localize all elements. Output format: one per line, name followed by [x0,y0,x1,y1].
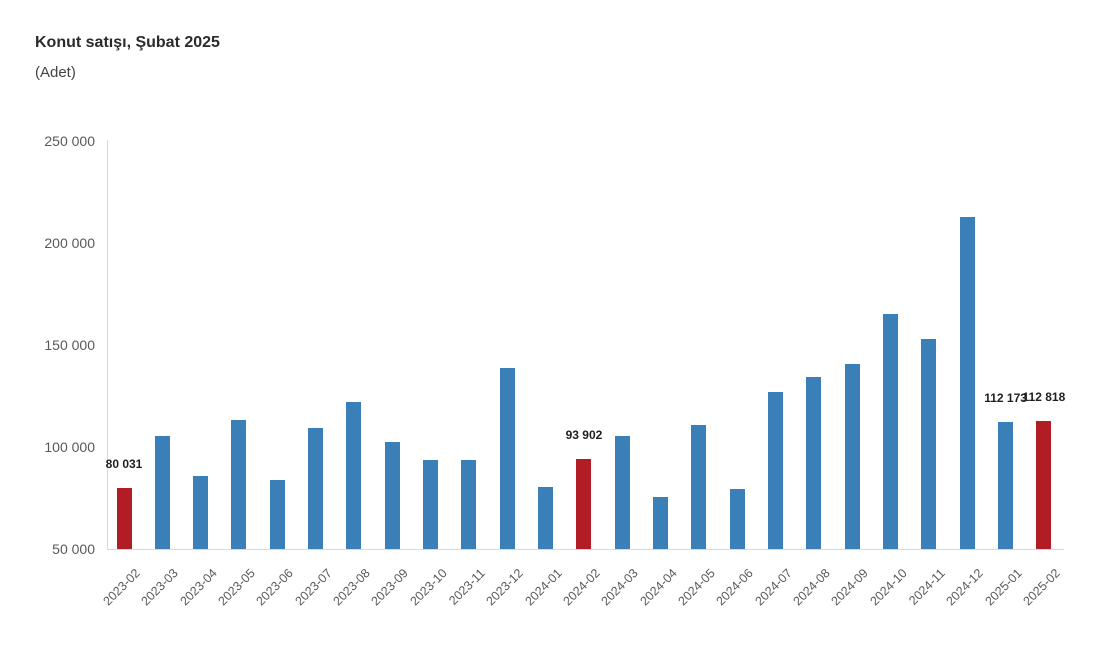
y-axis-tick-label: 100 000 [44,439,95,455]
x-axis-label-2024-08: 2024-08 [790,566,833,609]
x-axis-label-2023-07: 2023-07 [292,566,335,609]
bar-2023-12 [499,368,515,549]
chart-unit-subtitle: (Adet) [35,64,76,81]
x-axis-label-2024-10: 2024-10 [867,566,910,609]
bar-2023-07 [308,427,324,549]
x-axis-label-2023-03: 2023-03 [138,566,182,609]
bar-2024-10 [883,314,899,549]
bar-value-label-2025-01: 112 173 [984,391,1027,406]
x-axis-label-2023-06: 2023-06 [253,566,297,609]
bar-2025-02 [1036,420,1052,549]
bar-2024-04 [653,496,669,549]
bar-2023-03 [154,435,170,549]
bar-2024-02 [576,459,592,549]
bar-2024-12 [959,217,975,549]
x-axis-label-2024-07: 2024-07 [752,566,795,609]
y-axis-tick-label: 150 000 [44,337,95,353]
x-axis-label-2024-06: 2024-06 [713,566,757,609]
bar-2023-11 [461,460,477,549]
y-axis-tick-label: 250 000 [44,133,95,149]
bar-2023-10 [423,459,439,549]
x-axis-label-2024-05: 2024-05 [675,566,718,609]
y-axis-tick-label: 50 000 [52,541,95,557]
bar-2023-06 [269,480,285,549]
x-axis-label-2023-11: 2023-11 [446,566,488,608]
bar-2024-11 [921,339,937,549]
y-axis-tick-label: 200 000 [44,235,95,251]
x-axis-label-2023-12: 2023-12 [483,566,527,609]
bar-value-label-2025-02: 112 818 [1022,389,1066,404]
bar-2023-08 [346,401,362,549]
chart-title: Konut satışı, Şubat 2025 [35,34,220,51]
x-axis-label-2024-11: 2024-11 [906,566,948,608]
x-axis-line [107,549,1064,550]
bar-2024-05 [691,425,707,549]
x-axis-label-2025-02: 2025-02 [1020,566,1063,609]
x-axis-label-2023-09: 2023-09 [368,566,412,609]
x-axis-label-2024-03: 2024-03 [598,566,642,609]
bar-2024-06 [729,489,745,549]
y-axis-line [107,140,108,550]
x-axis-label-2024-09: 2024-09 [828,566,872,609]
x-axis-label-2025-01: 2025-01 [982,566,1025,609]
bar-2024-03 [614,435,630,549]
x-axis-label-2023-02: 2023-02 [100,566,143,609]
bar-2023-02 [116,487,132,549]
bar-value-label-2023-02: 80 031 [105,456,143,471]
bar-2023-05 [231,419,247,549]
bar-2023-09 [384,441,400,549]
bar-2024-09 [844,363,860,549]
bar-2023-04 [193,476,209,549]
bar-2024-01 [538,487,554,549]
bar-2024-07 [768,391,784,549]
x-axis-label-2023-04: 2023-04 [177,566,220,609]
x-axis-label-2024-01: 2024-01 [522,566,565,609]
x-axis-label-2023-10: 2023-10 [407,566,450,609]
x-axis-label-2024-12: 2024-12 [943,566,987,609]
x-axis-label-2023-05: 2023-05 [215,566,258,609]
bar-2025-01 [998,422,1014,549]
bar-value-label-2024-02: 93 902 [565,428,603,443]
x-axis-label-2024-02: 2024-02 [560,566,603,609]
bar-2024-08 [806,377,822,549]
x-axis-label-2024-04: 2024-04 [637,566,680,609]
x-axis-label-2023-08: 2023-08 [330,566,373,609]
